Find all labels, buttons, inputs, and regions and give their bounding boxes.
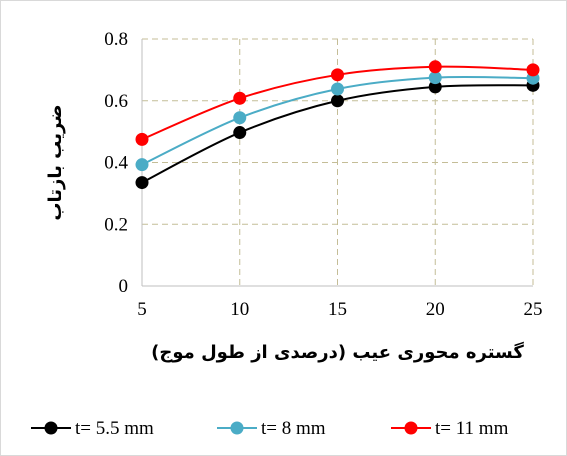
series-2-point [428,71,442,85]
y-tick-label: 0.4 [104,153,128,174]
series-3-point [331,68,344,82]
series-area [135,60,540,190]
y-tick-label: 0.2 [104,214,128,235]
legend-label-1: t= 5.5 mm [75,418,154,439]
series-3-point [233,91,247,105]
x-tick-label: 15 [328,299,347,320]
y-tick-label: 0.6 [104,91,128,112]
tick-labels: 0 0.2 0.4 0.6 0.8 5 10 15 20 25 [104,29,542,320]
legend-label-2: t= 8 mm [261,418,326,439]
y-tick-label: 0.8 [104,29,128,50]
x-tick-label: 25 [524,299,543,320]
legend-label-3: t= 11 mm [435,418,509,439]
legend-marker-2 [230,421,244,435]
legend-marker-1 [44,421,58,435]
x-tick-label: 10 [230,299,249,320]
legend: t= 5.5 mm t= 8 mm t= 11 mm [31,418,509,439]
legend-marker-3 [404,421,418,435]
series-2-point [331,82,344,96]
x-axis-title: گستره محوری عیب (درصدی از طول موج) [151,341,524,363]
series-1-point [135,176,149,190]
series-1-point [331,94,344,108]
series-1-point [428,80,442,94]
y-tick-label: 0 [119,276,129,297]
x-tick-label: 5 [137,299,147,320]
x-tick-label: 20 [426,299,445,320]
series-3-point [135,132,149,146]
series-3-point [526,63,540,77]
series-2-point [233,111,247,125]
series-1-point [233,126,247,140]
y-axis-title: ضریب بازتاب [45,104,66,220]
series-2-point [135,158,149,172]
series-3-point [428,60,442,74]
